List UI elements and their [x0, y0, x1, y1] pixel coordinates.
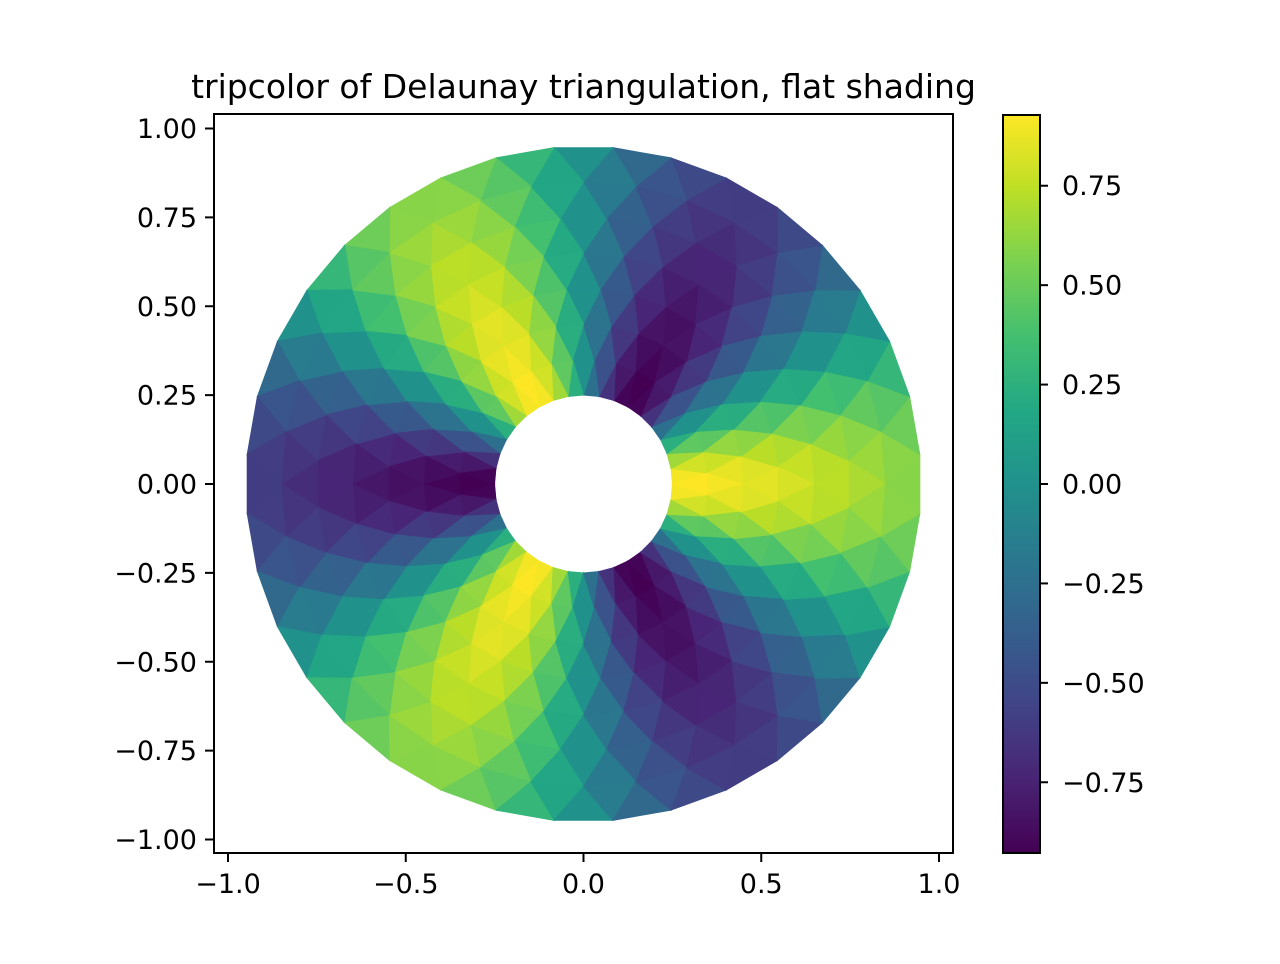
- colorbar-tick-label: 0.00: [1062, 470, 1122, 501]
- tripcolor-mesh: [246, 146, 921, 822]
- colorbar-tick-label: −0.50: [1062, 668, 1145, 699]
- y-tick-label: 1.00: [137, 114, 197, 145]
- x-tick-label: −1.0: [195, 869, 261, 900]
- colorbar: 0.75 0.50 0.25 0.00 −0.25 −0.50 −0.75: [1002, 114, 1145, 854]
- colorbar-gradient: [1003, 115, 1040, 853]
- y-axis: 1.00 0.75 0.50 0.25 0.00 −0.25 −0.50 −0.75 −1.00: [114, 114, 214, 856]
- y-tick-label: 0.25: [137, 381, 197, 412]
- y-tick-label: 0.75: [137, 203, 197, 234]
- colorbar-tick-label: 0.50: [1062, 271, 1122, 302]
- colorbar-tick-label: 0.75: [1062, 171, 1122, 202]
- x-tick-label: 0.0: [562, 869, 605, 900]
- y-tick-label: 0.00: [137, 470, 197, 501]
- x-axis: −1.0 −0.5 0.0 0.5 1.0: [195, 853, 960, 900]
- y-tick-label: −0.50: [114, 647, 197, 678]
- y-tick-label: −1.00: [114, 825, 197, 856]
- x-tick-label: 0.5: [740, 869, 783, 900]
- plot-title: tripcolor of Delaunay triangulation, fla…: [191, 67, 976, 106]
- x-tick-label: −0.5: [373, 869, 439, 900]
- y-tick-label: −0.25: [114, 558, 197, 589]
- x-tick-label: 1.0: [918, 869, 961, 900]
- colorbar-ticks: 0.75 0.50 0.25 0.00 −0.25 −0.50 −0.75: [1040, 171, 1145, 799]
- y-tick-label: 0.50: [137, 292, 197, 323]
- mesh-triangle: [885, 453, 921, 515]
- y-tick-label: −0.75: [114, 736, 197, 767]
- colorbar-tick-label: 0.25: [1062, 370, 1122, 401]
- colorbar-tick-label: −0.25: [1062, 569, 1145, 600]
- colorbar-tick-label: −0.75: [1062, 768, 1145, 799]
